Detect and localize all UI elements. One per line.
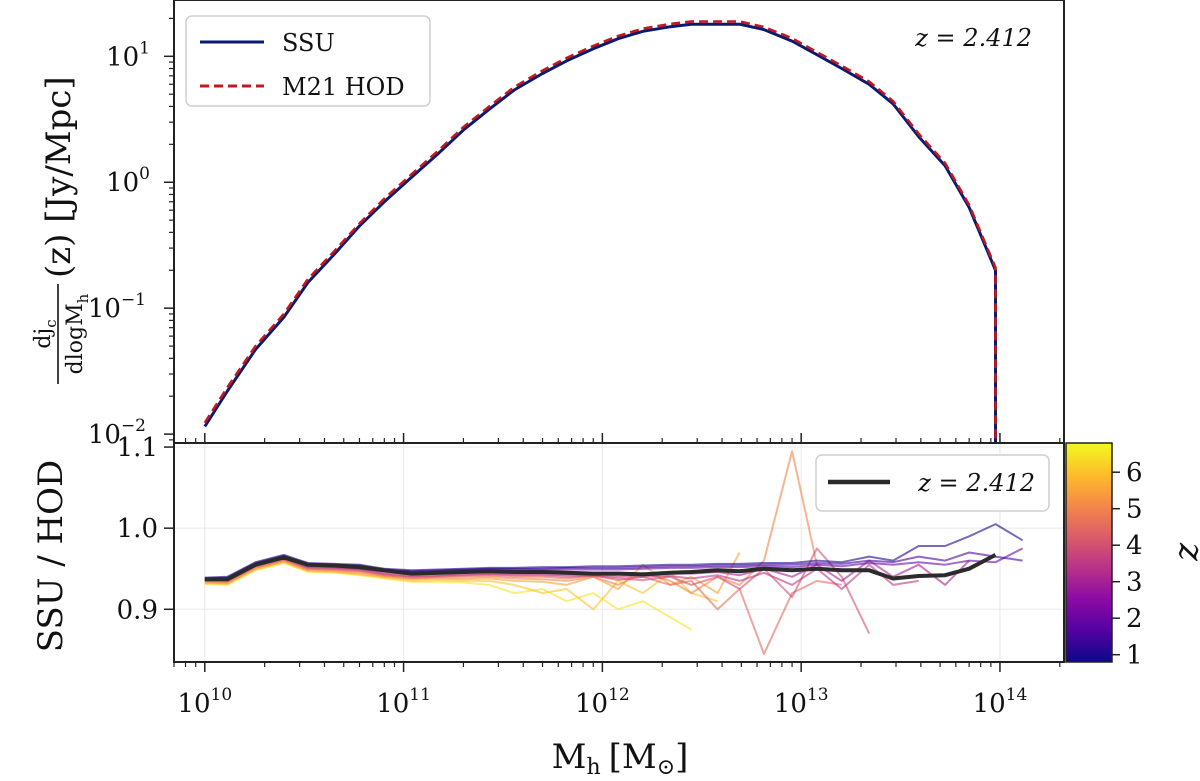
top-plot-lines <box>203 20 997 443</box>
top-legend-box <box>185 15 431 107</box>
axis-ticks <box>164 17 1061 672</box>
colorbar-tick-label: 3 <box>1126 568 1143 598</box>
bottom-y-tick-label: 0.9 <box>117 595 158 625</box>
ylabel-denominator: dlogMh <box>63 293 92 374</box>
bottom-axes-frame <box>173 442 1065 663</box>
bottom-y-tick-label: 1.0 <box>117 514 158 544</box>
ratio-line-main <box>204 553 997 582</box>
colorbar-tick-label: 6 <box>1126 458 1143 488</box>
bottom-legend: z = 2.412 <box>815 454 1050 512</box>
colorbar-tick-label: 4 <box>1126 531 1143 561</box>
bottom-ylabel: SSU / HOD <box>31 460 71 653</box>
colorbar-tick-label: 5 <box>1126 495 1143 525</box>
x-tick-label: 1013 <box>774 685 829 719</box>
x-axis-label: Mh [M⊙] <box>552 737 689 780</box>
colorbar-tick-label: 2 <box>1126 604 1143 634</box>
top-y-tick-label: 100 <box>106 164 150 198</box>
bottom-plot-lines <box>204 450 1024 655</box>
colorbar-label: z <box>1171 542 1200 562</box>
top-legend: SSU M21 HOD <box>185 15 431 107</box>
ylabel-numerator: djc <box>31 319 60 348</box>
top-y-tick-label: 10−2 <box>88 416 146 450</box>
legend-label-ssu: SSU <box>282 29 335 57</box>
series-line-ssu <box>203 22 997 443</box>
series-line-hod <box>203 20 997 443</box>
x-tick-label: 1012 <box>575 685 630 719</box>
bottom-grid <box>174 443 1064 662</box>
legend-label-main: z = 2.412 <box>917 469 1035 497</box>
colorbar-ticks: 6 5 4 3 2 1 <box>1112 458 1143 671</box>
top-y-tick-label: 10−1 <box>88 290 146 324</box>
colorbar-tick-label: 1 <box>1126 641 1143 671</box>
bottom-legend-box <box>815 454 1050 512</box>
x-tick-label: 1011 <box>376 685 431 719</box>
legend-label-hod: M21 HOD <box>282 73 405 101</box>
x-tick-label: 1014 <box>973 685 1028 719</box>
x-tick-label: 1010 <box>177 685 232 719</box>
ylabel-rest: (z) [Jy/Mpc] <box>39 76 79 278</box>
colorbar <box>1065 442 1113 663</box>
top-y-tick-label: 101 <box>106 38 150 72</box>
redshift-annotation: z = 2.412 <box>914 24 1032 52</box>
tick-labels: 1010 1011 1012 1013 1014 101 100 10−1 10−21.1 1.0… <box>88 38 1027 719</box>
bottom-y-tick-label: 1.1 <box>117 433 158 463</box>
top-ylabel: djc dlogMh (z) [Jy/Mpc] <box>31 76 92 384</box>
